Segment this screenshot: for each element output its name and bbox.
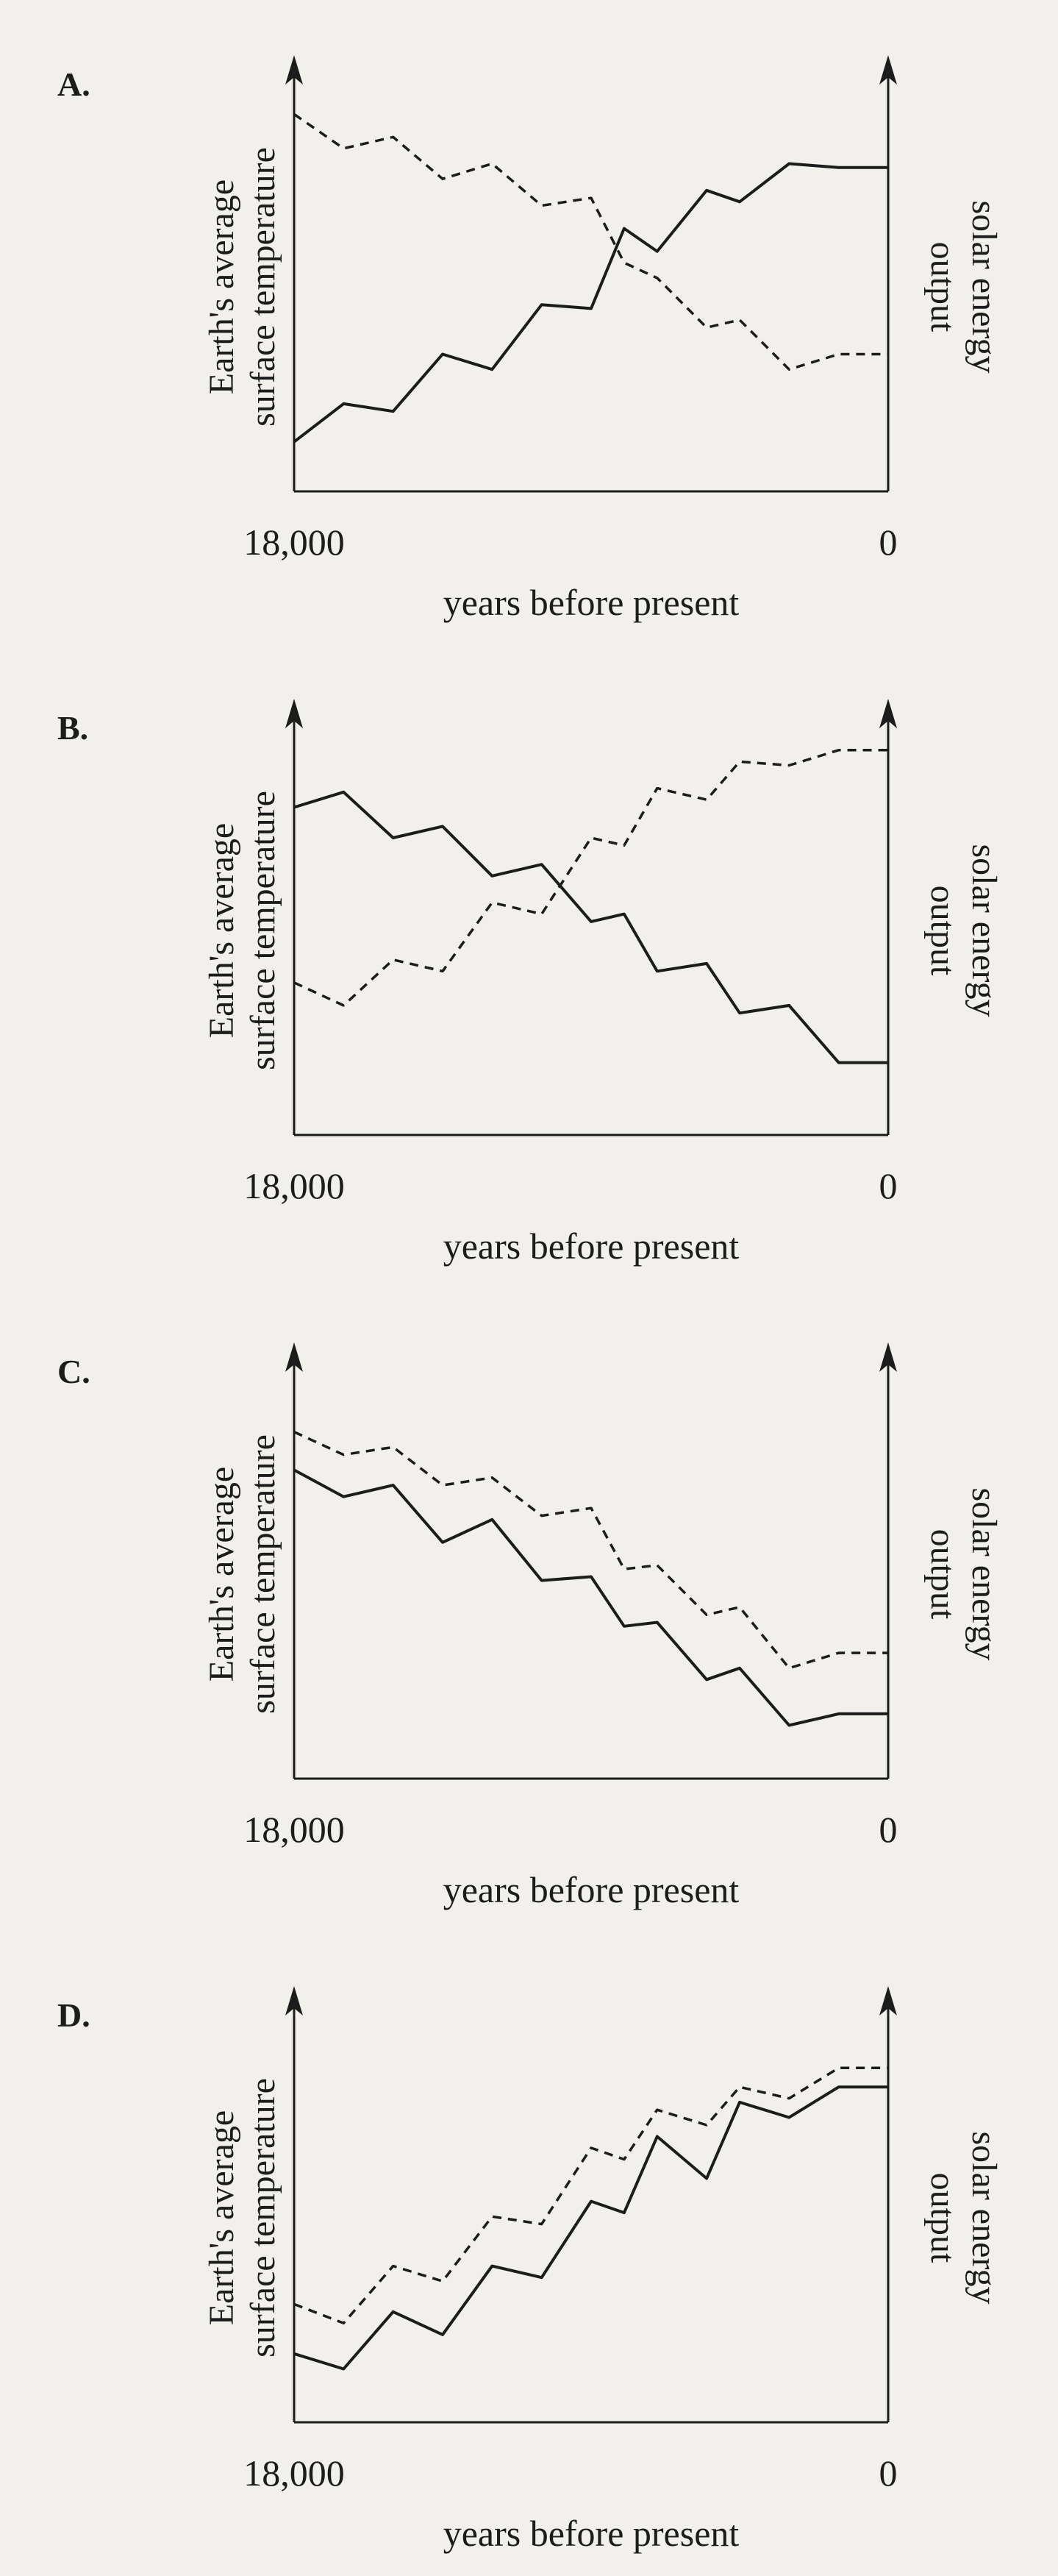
x-tick-label-start: 18,000	[243, 1165, 345, 1206]
right-axis-arrow-icon	[879, 55, 897, 85]
chart-svg	[285, 55, 897, 493]
left-axis-arrow-icon	[285, 55, 303, 85]
right-axis-arrow-icon	[879, 1986, 897, 2015]
right-axis-label-text: solar energy output	[922, 1487, 1004, 1660]
solar-energy-series-line	[293, 113, 888, 371]
left-axis-label-line: surface temperature	[243, 147, 282, 427]
option-label: B.	[57, 709, 89, 747]
left-axis-label-text: Earth's average surface temperature	[201, 1434, 284, 1714]
solar-energy-series-line	[293, 749, 888, 1007]
right-axis-label-line: solar energy	[965, 1487, 1004, 1661]
right-axis-label-line: solar energy	[965, 844, 1004, 1017]
left-axis-label-text: Earth's average surface temperature	[201, 147, 284, 427]
temperature-series-line	[293, 2085, 888, 2371]
right-axis-label-text: solar energy output	[922, 2131, 1004, 2304]
left-axis-arrow-icon	[285, 1342, 303, 1372]
right-axis-label-line: output	[923, 2172, 962, 2263]
option-label: A.	[57, 65, 90, 103]
left-axis-label-line: Earth's average	[202, 822, 241, 1039]
x-tick-label-start: 18,000	[243, 2452, 345, 2494]
x-tick-label-end: 0	[879, 1809, 898, 1850]
chart-svg	[285, 1342, 897, 1780]
chart-panel-a: A. Earth's average surface temperature sola…	[0, 0, 1058, 644]
option-label: D.	[57, 1996, 90, 2034]
right-axis-label-text: solar energy output	[922, 200, 1004, 373]
right-axis-label-line: output	[923, 1529, 962, 1620]
x-axis-label: years before present	[443, 582, 740, 623]
x-tick-label-start: 18,000	[243, 522, 345, 563]
left-axis-arrow-icon	[285, 1986, 303, 2015]
x-axis-label: years before present	[443, 1225, 740, 1267]
x-axis-label: years before present	[443, 1869, 740, 1910]
right-axis-label-line: output	[923, 885, 962, 976]
temperature-series-line	[293, 162, 888, 444]
left-axis-label-line: surface temperature	[243, 791, 282, 1070]
temperature-series-line	[293, 790, 888, 1064]
x-tick-label-start: 18,000	[243, 1809, 345, 1850]
chart-panel-b: B. Earth's average surface temperature sola…	[0, 644, 1058, 1287]
left-axis-label-line: Earth's average	[202, 2110, 241, 2326]
option-label: C.	[57, 1353, 90, 1390]
x-tick-label-end: 0	[879, 522, 898, 563]
left-axis-label-line: surface temperature	[243, 1434, 282, 1714]
chart-svg	[285, 1986, 897, 2424]
temperature-series-line	[293, 1468, 888, 1727]
right-axis-label-line: solar energy	[965, 2131, 1004, 2305]
right-axis-label-text: solar energy output	[922, 844, 1004, 1017]
left-axis-label-line: Earth's average	[202, 179, 241, 395]
left-axis-label-text: Earth's average surface temperature	[201, 791, 284, 1070]
solar-energy-series-line	[293, 2066, 888, 2325]
x-axis-label: years before present	[443, 2513, 740, 2554]
left-axis-label-line: Earth's average	[202, 1466, 241, 1682]
right-axis-arrow-icon	[879, 699, 897, 728]
chart-svg	[285, 699, 897, 1136]
chart-panel-c: C. Earth's average surface temperature sola…	[0, 1287, 1058, 1931]
left-axis-arrow-icon	[285, 699, 303, 728]
chart-panel-d: D. Earth's average surface temperature sola…	[0, 1931, 1058, 2575]
x-tick-label-end: 0	[879, 2452, 898, 2494]
x-tick-label-end: 0	[879, 1165, 898, 1206]
right-axis-label-line: solar energy	[965, 200, 1004, 374]
solar-energy-series-line	[293, 1431, 888, 1670]
left-axis-label-line: surface temperature	[243, 2078, 282, 2358]
right-axis-arrow-icon	[879, 1342, 897, 1372]
left-axis-label-text: Earth's average surface temperature	[201, 2078, 284, 2358]
right-axis-label-line: output	[923, 241, 962, 332]
